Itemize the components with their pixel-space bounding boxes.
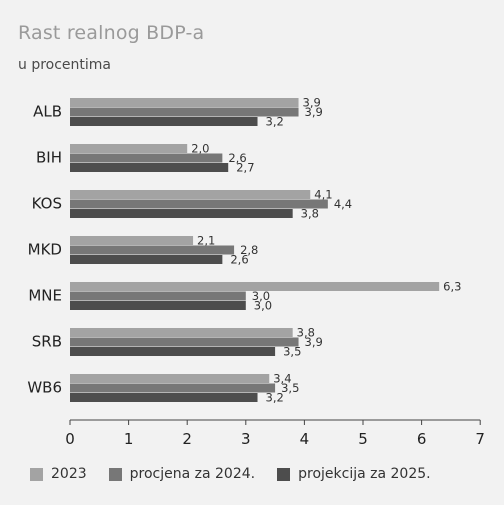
x-tick-label: 4 [300,430,310,448]
legend-item: 2023 [30,466,87,482]
data-label: 3,0 [254,299,272,313]
bar [70,328,293,337]
x-tick-label: 1 [124,430,134,448]
legend-item: procjena za 2024. [108,466,256,482]
category-label: SRB [32,333,62,351]
bar [70,98,299,107]
data-label: 3,2 [266,391,284,405]
category-label: ALB [33,103,62,121]
legend-label: procjena za 2024. [129,466,256,482]
bar [70,282,440,291]
data-label: 3,9 [303,96,321,110]
bar [70,245,235,255]
bar [70,383,276,393]
data-label: 2,1 [197,234,215,248]
bar [70,301,246,310]
bar [70,144,188,153]
data-label: 2,6 [228,151,246,165]
legend-swatch [277,467,291,481]
bar [70,163,229,172]
legend-label: projekcija za 2025. [298,466,431,482]
data-label: 3,8 [301,207,319,221]
x-tick-label: 7 [475,430,485,448]
chart-title: Rast realnog BDP-a [18,22,205,44]
legend-label: 2023 [51,466,87,482]
data-label: 2,7 [236,161,254,175]
bar [70,374,270,383]
data-label: 3,5 [283,345,301,359]
data-label: 3,2 [266,115,284,129]
category-label: MNE [28,287,62,305]
bar [70,117,258,126]
bar [70,337,299,347]
legend-swatch [30,467,43,481]
category-label: MKD [28,241,62,259]
legend-swatch [108,467,122,481]
data-label: 3,4 [273,372,291,386]
data-label: 2,6 [230,253,248,267]
bar [70,236,194,245]
data-label: 2,0 [191,142,209,156]
data-label: 2,8 [240,243,258,257]
category-label: KOS [32,195,62,213]
bar [70,255,223,264]
x-tick-label: 2 [182,430,192,448]
bar [70,347,276,356]
data-label: 3,9 [305,105,323,119]
data-label: 4,1 [314,188,332,202]
bar [70,291,246,301]
legend-item: projekcija za 2025. [277,466,431,482]
category-label: WB6 [27,379,62,397]
data-label: 6,3 [443,280,461,294]
data-label: 3,9 [305,335,323,349]
bar [70,209,293,218]
data-label: 3,5 [281,381,299,395]
bar [70,153,223,163]
bar [70,190,311,199]
chart-legend: 2023 procjena za 2024. projekcija za 2025. [30,466,453,482]
x-tick-label: 3 [241,430,251,448]
bar [70,107,299,117]
x-tick-label: 0 [65,430,75,448]
bar [70,393,258,402]
chart-subtitle: u procentima [18,57,112,73]
bar [70,199,328,209]
x-tick-label: 5 [358,430,368,448]
x-tick-label: 6 [417,430,427,448]
data-label: 3,8 [297,326,315,340]
data-label: 4,4 [334,197,352,211]
category-label: BIH [36,149,62,167]
data-label: 3,0 [252,289,270,303]
